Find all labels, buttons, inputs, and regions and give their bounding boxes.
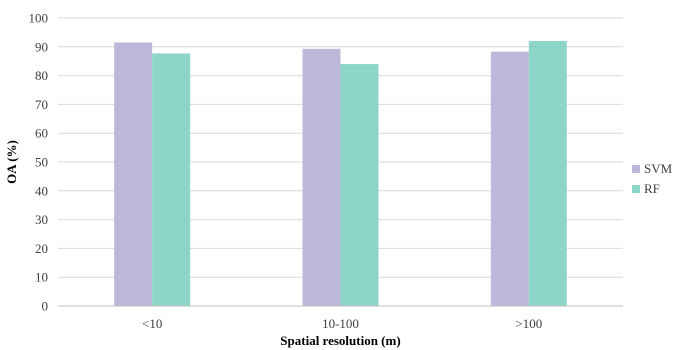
y-tick-label: 40: [35, 183, 48, 198]
bar-rf-2: [528, 41, 567, 306]
bar-svm-2: [490, 51, 529, 306]
x-axis-title: Spatial resolution (m): [280, 333, 400, 348]
legend-label-svm: SVM: [644, 161, 673, 176]
bar-svm-1: [302, 48, 341, 306]
bar-rf-1: [340, 64, 379, 306]
y-tick-label: 50: [35, 155, 48, 170]
y-axis-ticks: 0 10 20 30 40 50 60 70 80 90 100: [29, 11, 49, 314]
y-axis-title: OA (%): [4, 140, 19, 184]
legend-swatch-rf: [632, 185, 640, 193]
bars: [114, 41, 567, 307]
x-tick-label: 10-100: [322, 316, 359, 331]
x-tick-label: >100: [515, 316, 542, 331]
x-tick-label: <10: [142, 316, 162, 331]
legend: SVM RF: [632, 161, 673, 196]
y-tick-label: 80: [35, 68, 48, 83]
legend-swatch-svm: [632, 165, 640, 173]
y-tick-label: 90: [35, 39, 48, 54]
y-tick-label: 10: [35, 270, 48, 285]
bar-svm-0: [114, 42, 153, 306]
x-axis-ticks: <10 10-100 >100: [142, 316, 542, 331]
y-tick-label: 20: [35, 241, 48, 256]
legend-label-rf: RF: [644, 181, 660, 196]
y-tick-label: 30: [35, 212, 48, 227]
y-tick-label: 0: [42, 299, 49, 314]
y-tick-label: 100: [29, 11, 49, 26]
y-tick-label: 60: [35, 126, 48, 141]
bar-rf-0: [152, 53, 191, 307]
y-tick-label: 70: [35, 97, 48, 112]
